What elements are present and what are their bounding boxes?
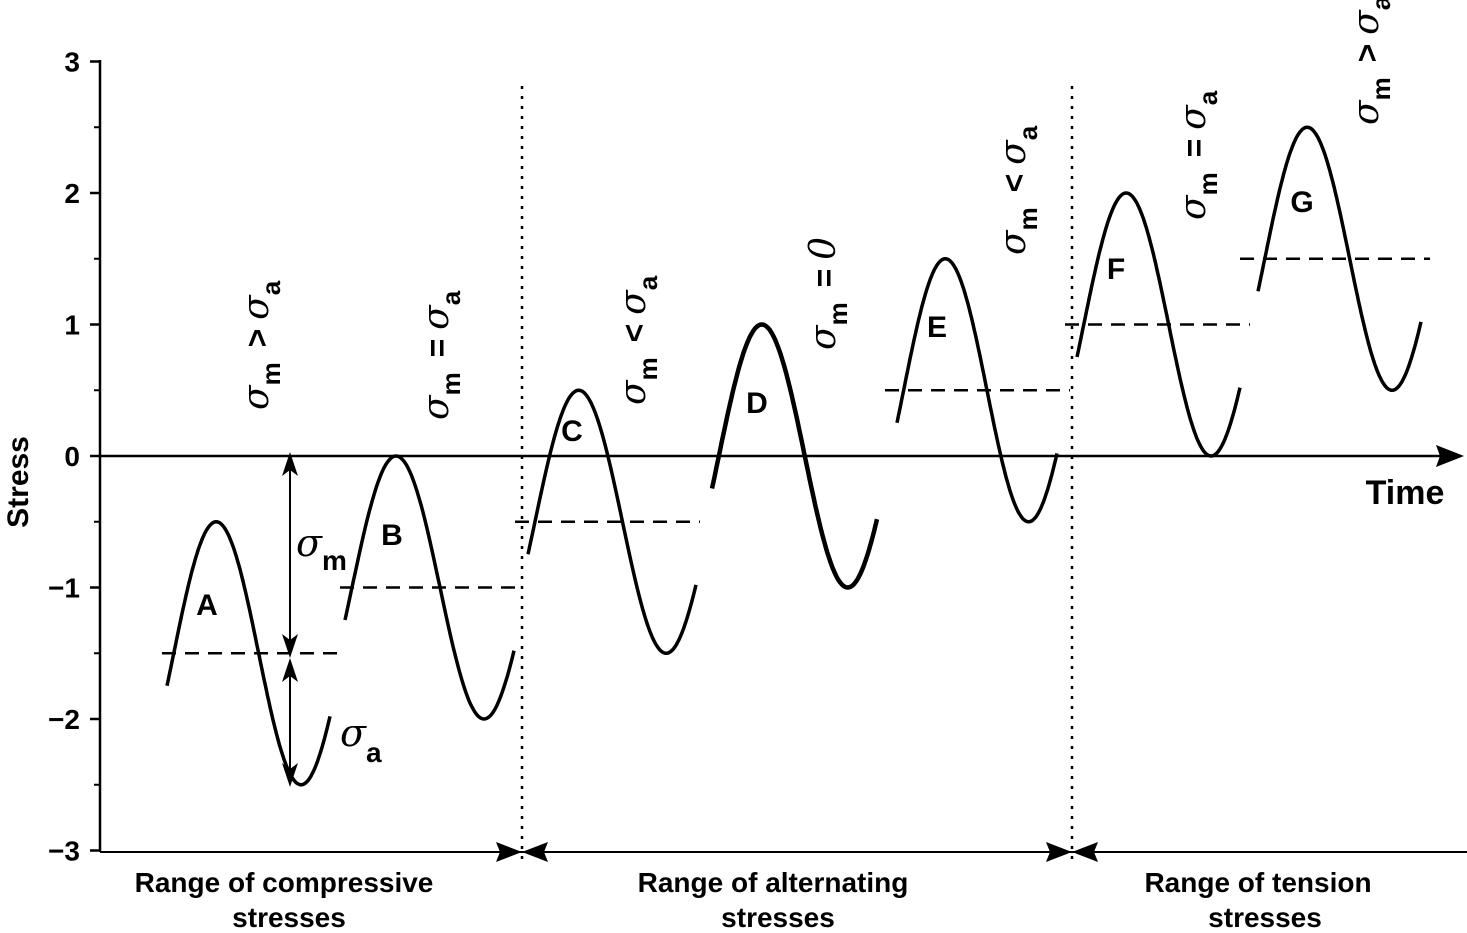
cycle-label-b: B (381, 519, 403, 552)
cycle-label-g: G (1290, 186, 1313, 219)
condition-label-a: σm > σa (236, 280, 286, 410)
range-compressive-line1: Range of compressive (135, 867, 434, 898)
range-alternating-line2: stresses (721, 902, 835, 933)
sigma-a-subscript: a (366, 737, 382, 768)
cycle-label-f: F (1107, 253, 1125, 286)
svg-text:σm > σa: σm > σa (1346, 0, 1396, 125)
cycle-curve-f (1075, 191, 1242, 458)
svg-text:σm < σa: σm < σa (613, 275, 663, 405)
y-axis-label: Stress (2, 436, 35, 528)
y-tick-label: 3 (64, 47, 80, 78)
amplitude-arrows (282, 452, 298, 787)
cycle-label-c: C (561, 415, 583, 448)
cycle-curve-c (526, 388, 698, 655)
cycle-curve-b (343, 454, 516, 721)
range-tension-line1: Range of tension (1144, 867, 1371, 898)
cycle-curve-g (1256, 125, 1423, 392)
range-tension-line2: stresses (1208, 902, 1322, 933)
sigma-m-annotation: σm (296, 521, 347, 576)
y-tick-label: −3 (48, 836, 80, 867)
condition-label-e: σm < σa (993, 125, 1043, 255)
cycle-curve-d (709, 322, 880, 590)
svg-text:σm < σa: σm < σa (993, 125, 1043, 255)
y-tick-label: 1 (64, 310, 80, 341)
range-arrows (100, 842, 1098, 862)
range-alternating-line1: Range of alternating (638, 867, 909, 898)
cycle-label-d: D (746, 387, 768, 420)
cycle-label-a: A (196, 589, 218, 622)
range-compressive-line2: stresses (232, 902, 346, 933)
cycle-curve-e (895, 257, 1059, 524)
sigma-m-symbol: σ (296, 521, 323, 565)
mean-lines (162, 257, 1430, 655)
condition-label-d: σm = 0 (803, 237, 853, 350)
svg-text:σm = σa: σm = σa (1173, 90, 1223, 220)
x-axis-label: Time (1366, 474, 1445, 512)
cycle-label-e: E (927, 311, 947, 344)
sigma-a-symbol: σ (340, 711, 367, 755)
sigma-m-subscript: m (322, 545, 347, 576)
svg-text:σm > σa: σm > σa (236, 280, 286, 410)
condition-label-b: σm = σa (416, 290, 466, 420)
y-tick-label: 0 (64, 441, 80, 472)
x-axis-arrowhead (1436, 445, 1464, 467)
y-tick-label: 2 (64, 178, 80, 209)
condition-label-f: σm = σa (1173, 90, 1223, 220)
y-tick-label: −2 (48, 704, 80, 735)
svg-text:σm = σa: σm = σa (416, 290, 466, 420)
condition-labels: σm > σa σm = σa σm < σa σm = 0 σm < σa σm = σ… (236, 0, 1396, 420)
cycle-curve-a (165, 520, 332, 787)
stress-cycles (165, 125, 1423, 787)
condition-label-c: σm < σa (613, 275, 663, 405)
sigma-a-annotation: σa (340, 711, 382, 768)
condition-label-g: σm > σa (1346, 0, 1396, 125)
svg-text:σm = 0: σm = 0 (803, 237, 853, 350)
y-ticks: 3 2 1 0 −1 −2 −3 (48, 47, 100, 867)
cycle-labels: A B C D E F G (196, 186, 1314, 622)
y-tick-label: −1 (48, 573, 80, 604)
